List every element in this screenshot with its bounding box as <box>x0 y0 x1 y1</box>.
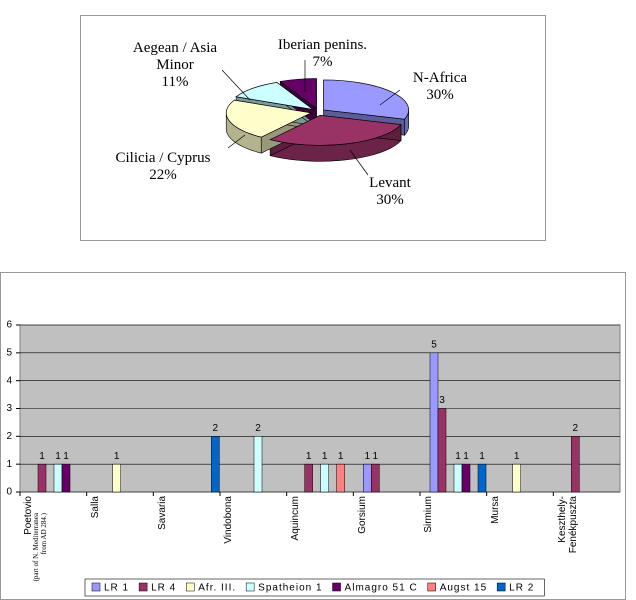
data-label: 1 <box>479 451 485 462</box>
x-tick-label: Vindobona <box>223 496 235 544</box>
data-label: 5 <box>431 339 437 350</box>
data-label: 2 <box>573 423 579 434</box>
data-label: 1 <box>365 451 371 462</box>
pie-slice <box>269 114 402 146</box>
x-tick-label: Savaria <box>156 496 168 530</box>
pie-slice <box>279 78 317 110</box>
pie-category-label: Aegean / Asia Minor <box>132 40 218 73</box>
legend-label: Afr. III. <box>198 583 236 594</box>
data-label: 1 <box>455 451 461 462</box>
bar <box>37 463 47 493</box>
bar <box>253 436 263 493</box>
bar <box>211 436 220 493</box>
pie-label: N-Africa 30% <box>395 70 485 104</box>
bar <box>371 463 380 493</box>
pie-category-label: Iberian penins. <box>277 37 368 53</box>
bar <box>461 463 471 493</box>
legend-swatch <box>186 582 195 592</box>
pie-value-label: 7% <box>312 54 333 70</box>
pie-label: Iberian penins. 7% <box>255 37 390 71</box>
data-label: 1 <box>39 451 45 462</box>
bar <box>336 463 345 493</box>
legend-swatch <box>427 582 436 592</box>
legend-label: Augst 15 <box>440 583 487 594</box>
legend-label: LR 4 <box>151 583 176 594</box>
bar <box>453 463 463 493</box>
data-label: 1 <box>322 451 328 462</box>
data-label: 1 <box>338 451 344 462</box>
bar <box>512 463 521 493</box>
x-tick-label: Gorsium <box>356 496 368 534</box>
x-tick-label: Sirmium <box>423 496 435 533</box>
leader-line <box>227 134 246 149</box>
pie-value-label: 11% <box>161 74 189 90</box>
leader-line <box>379 89 401 106</box>
data-label: 2 <box>255 423 261 434</box>
data-label: 1 <box>306 451 312 462</box>
pie-slice <box>225 99 313 138</box>
pie-value-label: 22% <box>149 167 177 183</box>
y-tick-label: 1 <box>6 459 12 470</box>
y-tick-label: 5 <box>6 347 12 358</box>
legend-label: LR 2 <box>509 583 534 594</box>
pie-frame <box>80 15 546 241</box>
pie-label: Aegean / Asia Minor 11% <box>125 40 225 91</box>
data-label: 1 <box>514 451 520 462</box>
pie-label: Cilicia / Cyprus 22% <box>88 150 238 184</box>
data-label: 1 <box>463 451 469 462</box>
legend: LR 1 LR 4 Afr. III. Spatheion 1 Almagro 51 C… <box>84 578 545 597</box>
data-label: 2 <box>213 423 219 434</box>
pie-slice <box>235 82 314 110</box>
x-tick-label: Aquincum <box>290 496 301 541</box>
pie-slice <box>323 79 409 120</box>
annotation: (part of N. Mediterranea from AD 284.) <box>32 513 49 582</box>
y-tick-label: 3 <box>6 403 12 414</box>
y-tick-label: 6 <box>6 320 12 331</box>
leader-line <box>221 69 251 101</box>
pie-value-label: 30% <box>376 192 404 208</box>
pie-label: Levant 30% <box>345 175 435 209</box>
data-label: 3 <box>439 395 445 406</box>
data-label: 1 <box>63 451 69 462</box>
data-label: 1 <box>373 451 379 462</box>
data-label: 1 <box>114 451 120 462</box>
legend-label: LR 1 <box>104 583 129 594</box>
y-tick-label: 2 <box>6 431 12 442</box>
pie-category-label: Levant <box>369 175 411 191</box>
legend-label: Almagro 51 C <box>345 583 418 594</box>
legend-swatch <box>332 582 341 592</box>
bar <box>61 463 71 493</box>
legend-swatch <box>496 582 506 592</box>
bar <box>477 463 487 493</box>
y-tick-label: 0 <box>6 487 12 498</box>
pie-tops <box>225 78 409 146</box>
legend-label: Spatheion 1 <box>258 583 322 594</box>
pie-category-label: Cilicia / Cyprus <box>115 150 211 166</box>
y-tick-label: 4 <box>6 375 12 386</box>
legend-swatch <box>91 582 101 592</box>
bar <box>429 352 439 493</box>
x-tick-label: Mursa <box>490 496 501 524</box>
bar <box>437 408 447 493</box>
x-tick-label: Keszthely-Fenékpuszta <box>556 496 579 554</box>
pie-value-label: 30% <box>426 87 454 103</box>
leader-line <box>349 149 369 176</box>
legend-swatch <box>138 582 148 592</box>
bar <box>304 463 313 493</box>
data-label: 1 <box>55 451 61 462</box>
x-tick-label: Salla <box>90 496 101 519</box>
bar <box>53 463 63 493</box>
bar <box>363 463 372 493</box>
bar <box>112 463 121 493</box>
bar <box>320 463 329 493</box>
bar <box>571 436 580 493</box>
pie-category-label: N-Africa <box>412 70 468 86</box>
legend-swatch <box>245 582 255 592</box>
